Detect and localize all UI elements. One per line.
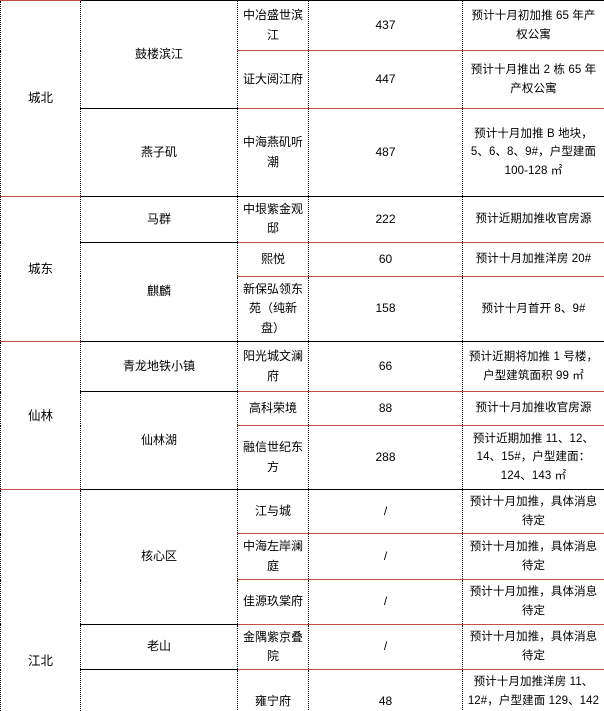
region-cell: 江北 bbox=[0, 489, 81, 711]
table-row: 仙林湖 高科荣境 88 预计十月加推收官房源 bbox=[1, 391, 604, 491]
launch-note-cell: 预计十月加推，具体消息待定 bbox=[462, 489, 604, 535]
project-name-cell: 高科荣境 bbox=[237, 391, 309, 427]
launch-note-cell: 预计十月推出 2 栋 65 年产权公寓 bbox=[462, 50, 604, 109]
unit-count-cell: / bbox=[308, 579, 463, 625]
launch-note-cell: 预计近期将加推 1 号楼，户型建筑面积 99 ㎡ bbox=[462, 341, 604, 393]
unit-count-cell: 447 bbox=[308, 50, 463, 109]
launch-note-cell: 预计十月加推收官房源 bbox=[462, 391, 604, 427]
block-cell: 核心区 bbox=[80, 489, 238, 625]
launch-note-cell: 预计十月初加推 65 年产权公寓 bbox=[462, 0, 604, 51]
unit-count-cell: 60 bbox=[308, 241, 463, 277]
project-name-cell: 熙悦 bbox=[237, 241, 309, 277]
unit-count-cell: 66 bbox=[308, 341, 463, 393]
launch-note-cell: 预计十月首开 8、9# bbox=[462, 275, 604, 343]
launch-note-cell: 预计十月加推 B 地块，5、6、8、9#，户型建面 100-128 ㎡ bbox=[462, 108, 604, 197]
launch-note-cell: 预计近期加推 11、12、14、15#，户型建面：124、143 ㎡ bbox=[462, 425, 604, 491]
table-row: 新保弘领东苑（纯新盘） 158 预计十月首开 8、9# bbox=[1, 275, 604, 343]
project-name-cell: 新保弘领东苑（纯新盘） bbox=[237, 275, 309, 343]
unit-count-cell: / bbox=[308, 489, 463, 535]
region-cell: 仙林 bbox=[0, 341, 81, 491]
project-name-cell: 佳源玖棠府 bbox=[237, 579, 309, 625]
table-row: 江浦雍宁府48预计十月加推洋房 11、12#，户型建面 129、142 ㎡ bbox=[1, 669, 604, 711]
block-cell: 青龙地铁小镇 bbox=[80, 341, 238, 393]
region-cell: 城北 bbox=[0, 0, 81, 197]
project-name-cell: 证大阅江府 bbox=[237, 50, 309, 109]
project-name-cell: 融信世纪东方 bbox=[237, 425, 309, 491]
unit-count-cell: 437 bbox=[308, 0, 463, 51]
launch-note-cell: 预计十月加推洋房 11、12#，户型建面 129、142 ㎡ bbox=[462, 669, 604, 711]
unit-count-cell: 48 bbox=[308, 669, 463, 711]
unit-count-cell: 158 bbox=[308, 275, 463, 343]
table-row: 仙林 青龙地铁小镇 阳光城文澜府 66 预计近期将加推 1 号楼，户型建筑面积 99 ㎡ bbox=[0, 341, 604, 491]
project-name-cell: 阳光城文澜府 bbox=[237, 341, 309, 393]
table-row: 融信世纪东方 288 预计近期加推 11、12、14、15#，户型建面：124、14… bbox=[1, 425, 604, 491]
table-row: 佳源玖棠府 / 预计十月加推，具体消息待定 bbox=[1, 579, 604, 625]
table-row: 麒麟 熙悦 60 预计十月加推洋房 20# bbox=[1, 241, 604, 343]
unit-count-cell: 288 bbox=[308, 425, 463, 491]
unit-count-cell: / bbox=[308, 623, 463, 671]
project-name-cell: 金隅紫京叠院 bbox=[237, 623, 309, 671]
block-cell: 马群 bbox=[80, 196, 238, 243]
block-cell: 仙林湖 bbox=[80, 391, 238, 491]
project-name-cell: 中垠紫金观邸 bbox=[237, 196, 309, 243]
block-cell: 燕子矶 bbox=[80, 108, 238, 197]
project-name-cell: 雍宁府 bbox=[237, 669, 309, 711]
project-name-cell: 中冶盛世滨江 bbox=[237, 0, 309, 51]
block-cell: 麒麟 bbox=[80, 241, 238, 343]
block-cell: 江浦 bbox=[80, 669, 238, 711]
project-name-cell: 江与城 bbox=[237, 489, 309, 535]
table-row: 老山 金隅紫京叠院 / 预计十月加推，具体消息待定 bbox=[1, 623, 604, 671]
launch-note-cell: 预计近期加推收官房源 bbox=[462, 196, 604, 243]
launch-note-cell: 预计十月加推，具体消息待定 bbox=[462, 533, 604, 581]
unit-count-cell: 487 bbox=[308, 108, 463, 197]
unit-count-cell: / bbox=[308, 533, 463, 581]
unit-count-cell: 222 bbox=[308, 196, 463, 243]
table-row: 燕子矶 中海燕矶听潮 487 预计十月加推 B 地块，5、6、8、9#，户型建面 10… bbox=[1, 108, 604, 197]
table-row: 城东 马群 中垠紫金观邸 222 预计近期加推收官房源 bbox=[0, 195, 604, 343]
project-name-cell: 中海燕矶听潮 bbox=[237, 108, 309, 197]
project-name-cell: 中海左岸澜庭 bbox=[237, 533, 309, 581]
table-row: 城北 鼓楼滨江 中冶盛世滨江 437 预计十月初加推 65 年产权公寓 bbox=[0, 0, 604, 197]
block-cell: 鼓楼滨江 bbox=[80, 0, 238, 109]
region-cell: 城东 bbox=[0, 195, 81, 343]
table-row: 中海左岸澜庭 / 预计十月加推，具体消息待定 bbox=[1, 533, 604, 581]
launch-note-cell: 预计十月加推，具体消息待定 bbox=[462, 623, 604, 671]
table-row: 江北 核心区 江与城 / 预计十月加推，具体消息待定 bbox=[0, 489, 604, 711]
block-cell: 老山 bbox=[80, 623, 238, 671]
launch-note-cell: 预计十月加推洋房 20# bbox=[462, 241, 604, 277]
unit-count-cell: 88 bbox=[308, 391, 463, 427]
launch-note-cell: 预计十月加推，具体消息待定 bbox=[462, 579, 604, 625]
